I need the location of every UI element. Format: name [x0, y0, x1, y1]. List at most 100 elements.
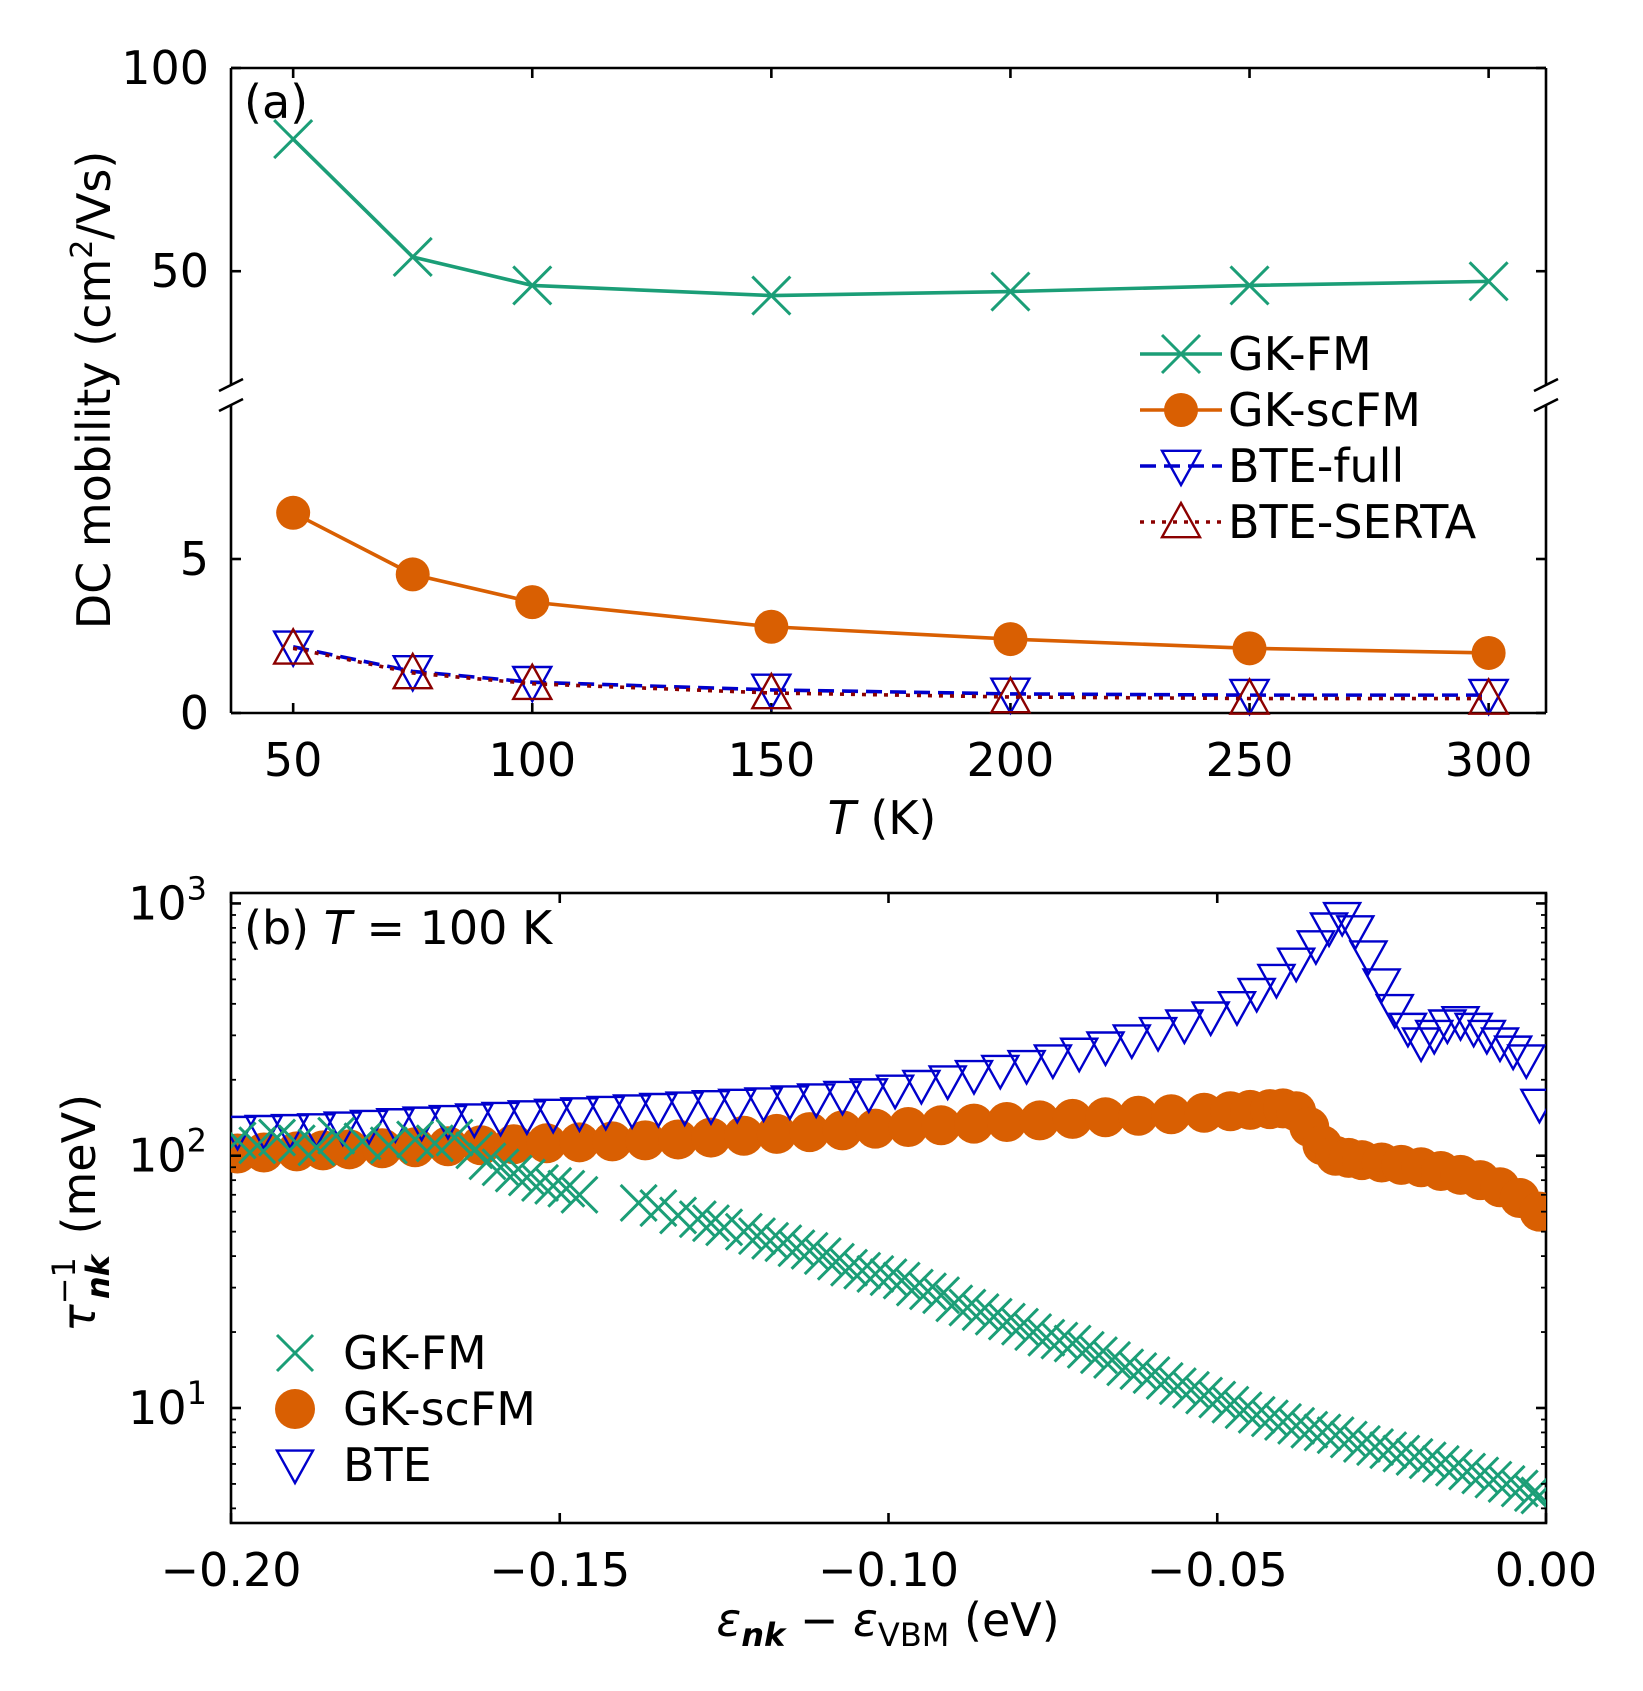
panel-b-x-axis-label: εnk − εVBM (eV): [716, 1593, 1059, 1654]
axis-break-mark: [218, 397, 244, 413]
data-point-gk-scfm: [1151, 1094, 1192, 1135]
data-point-gk-fm: [512, 265, 553, 306]
data-point-gk-fm: [764, 1224, 803, 1263]
y-tick-label: 101: [128, 1374, 207, 1435]
series-line-bte-serta: [292, 646, 1489, 701]
data-point-gk-fm: [1263, 1402, 1303, 1442]
data-point-bte-serta: [511, 662, 554, 701]
data-point-gk-fm: [273, 119, 314, 160]
data-point-bte: [1348, 940, 1389, 977]
data-point-gk-fm: [1250, 1399, 1289, 1438]
data-point-gk-scfm: [690, 1117, 731, 1158]
data-point-gk-fm: [1461, 1456, 1500, 1495]
legend-marker-gk-scfm: [1164, 393, 1198, 427]
data-point-gk-scfm: [921, 1105, 962, 1146]
x-tick-label: −0.10: [818, 1543, 959, 1597]
data-point-bte: [1256, 963, 1297, 1000]
data-point-gk-scfm: [395, 1127, 436, 1168]
y-tick-label: 50: [150, 244, 209, 298]
data-point-gk-fm: [1382, 1434, 1421, 1473]
data-point-gk-scfm: [888, 1106, 929, 1147]
legend-marker-bte-serta: [1159, 500, 1203, 539]
data-point-gk-fm: [1395, 1437, 1434, 1476]
data-point-gk-fm: [961, 1293, 1000, 1332]
legend-label-gk-fm: GK-FM: [343, 1326, 487, 1380]
data-point-bte: [1322, 901, 1363, 938]
y-tick-label: 0: [180, 686, 209, 740]
data-point-gk-scfm: [723, 1115, 764, 1156]
data-point-gk-fm: [494, 1154, 533, 1193]
data-point-bte: [848, 1078, 889, 1115]
data-point-bte: [875, 1074, 916, 1111]
data-point-gk-fm: [1079, 1336, 1118, 1375]
data-point-gk-fm: [1487, 1464, 1526, 1503]
data-point-gk-scfm: [1019, 1100, 1060, 1141]
data-point-gk-scfm: [1052, 1098, 1093, 1139]
data-point-bte: [1493, 1035, 1534, 1072]
y-tick-label: 5: [180, 532, 209, 586]
data-point-gk-scfm: [395, 557, 430, 592]
data-point-gk-fm: [1000, 1307, 1040, 1346]
data-point-gk-fm: [1145, 1361, 1184, 1400]
y-tick-label: 103: [128, 869, 207, 930]
axis-break-mark: [218, 377, 244, 393]
data-point-gk-scfm: [756, 1113, 797, 1154]
data-point-bte: [690, 1089, 732, 1127]
data-point-bte: [1506, 1044, 1546, 1081]
data-point-gk-fm: [297, 1128, 336, 1167]
data-point-gk-fm: [1211, 1385, 1250, 1424]
legend-label-bte-serta: BTE-SERTA: [1228, 495, 1477, 549]
data-point-bte: [1032, 1044, 1073, 1081]
data-point-bte: [1361, 968, 1402, 1005]
data-point-gk-scfm: [559, 1122, 600, 1163]
data-point-gk-fm: [1290, 1410, 1329, 1449]
data-point-bte: [953, 1059, 995, 1096]
data-point-gk-fm: [974, 1297, 1013, 1336]
data-point-gk-fm: [1355, 1427, 1395, 1467]
data-point-gk-fm: [1066, 1330, 1105, 1369]
x-tick-label: 250: [1206, 733, 1294, 787]
y-tick-label: 102: [128, 1122, 207, 1183]
data-point-gk-fm: [520, 1163, 560, 1202]
data-point-gk-fm: [1342, 1424, 1381, 1464]
data-point-bte: [1335, 915, 1376, 952]
data-point-gk-scfm: [1519, 1191, 1546, 1232]
panel-b-x-ticks: −0.20 −0.15 −0.10 −0.05 0.00: [161, 893, 1597, 1597]
axis-break-mark: [1533, 397, 1559, 413]
data-point-bte: [822, 1080, 863, 1117]
data-point-gk-fm: [507, 1158, 546, 1197]
data-point-bte: [1006, 1049, 1047, 1086]
data-point-gk-scfm: [789, 1112, 830, 1153]
data-point-bte: [901, 1069, 942, 1106]
data-point-gk-fm: [1434, 1448, 1474, 1487]
data-point-gk-scfm: [1471, 635, 1506, 670]
panel-a: 50 100 150 200 250 300 50 100 0 5 (a) T (K) DC m…: [65, 41, 1559, 845]
axis-break-mark: [1533, 377, 1559, 393]
data-point-bte: [1190, 1001, 1231, 1038]
data-point-gk-fm: [856, 1254, 895, 1293]
data-point-bte: [796, 1083, 837, 1120]
data-point-bte: [1059, 1037, 1100, 1074]
panel-a-y-ticks: 50 100 0 5: [121, 41, 1546, 740]
data-point-bte: [1387, 1012, 1428, 1049]
data-point-bte: [1427, 1009, 1468, 1046]
data-point-gk-fm: [1132, 1356, 1171, 1395]
legend-marker-gk-fm: [1160, 333, 1202, 375]
legend-label-bte-full: BTE-full: [1228, 439, 1404, 493]
data-point-gk-scfm: [1232, 631, 1267, 666]
data-point-gk-fm: [803, 1237, 842, 1276]
legend-label-gk-scfm: GK-scFM: [1228, 383, 1421, 437]
data-point-gk-fm: [869, 1258, 908, 1297]
data-point-gk-fm: [238, 1126, 277, 1165]
panel-a-x-ticks: 50 100 150 200 250 300: [264, 68, 1533, 787]
panel-b: −0.20 −0.15 −0.10 −0.05 0.00 101 102 103 (b) T…: [45, 869, 1597, 1654]
data-point-gk-scfm: [515, 585, 550, 620]
data-point-gk-scfm: [1118, 1095, 1159, 1136]
x-tick-label: 300: [1445, 733, 1533, 787]
data-point-bte: [1295, 930, 1336, 967]
data-point-bte: [664, 1091, 705, 1128]
data-point-bte-serta: [391, 651, 434, 690]
data-point-bte: [1236, 977, 1277, 1014]
data-point-gk-fm: [1171, 1370, 1211, 1409]
